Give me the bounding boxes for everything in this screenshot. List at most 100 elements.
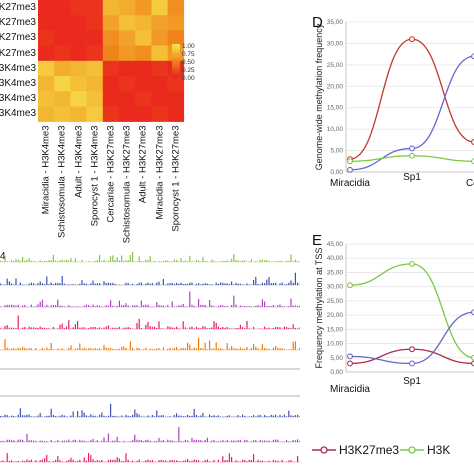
data-point xyxy=(409,360,415,367)
heatmap-cell xyxy=(167,30,185,46)
heatmap-cell xyxy=(167,76,185,92)
heatmap-cell xyxy=(70,0,87,16)
heatmap-cell xyxy=(167,15,185,31)
y-tick-label: 0,00 xyxy=(330,169,343,176)
data-point xyxy=(347,282,353,289)
heatmap-cell xyxy=(70,91,87,107)
heatmap-cell xyxy=(167,106,185,122)
heatmap-cell xyxy=(54,15,71,31)
panel-e-line-chart: 0,00 5,00 10,00 15,00 20,00 25,00 30,00 35,00 40… xyxy=(314,241,474,395)
data-point xyxy=(347,158,353,165)
y-tick-label: 25,00 xyxy=(327,62,344,69)
heatmap-cell xyxy=(38,106,55,122)
heatmap-row-label: H3K4me3 xyxy=(0,108,36,120)
heatmap-cell xyxy=(54,0,71,16)
heatmap-cell xyxy=(151,91,168,107)
track xyxy=(0,426,300,442)
heatmap-cell xyxy=(70,76,87,92)
heatmap-cell xyxy=(70,15,87,31)
heatmap-cell xyxy=(38,0,55,16)
track xyxy=(0,291,300,307)
x-tick-label: Miracidia xyxy=(330,178,370,189)
heatmap-cell xyxy=(70,106,87,122)
heatmap-cell xyxy=(70,60,87,77)
y-tick-label: 10,00 xyxy=(327,126,344,133)
y-tick-label: 35,00 xyxy=(327,269,344,276)
heatmap-cell xyxy=(102,91,120,107)
heatmap-cell xyxy=(119,0,136,16)
genome-browser-tracks xyxy=(0,252,300,463)
heatmap-cell xyxy=(86,91,104,107)
heatmap-cell xyxy=(119,76,136,92)
y-tick-label: 20,00 xyxy=(327,312,344,319)
heatmap-cell xyxy=(54,45,71,62)
heatmap-cell xyxy=(135,0,152,16)
heatmap-row-label: H3K27me3 xyxy=(0,2,36,13)
heatmap-cell xyxy=(167,91,185,107)
heatmap-cell xyxy=(70,30,87,46)
data-point xyxy=(347,353,353,360)
heatmap-cell xyxy=(54,106,71,122)
heatmap-cell xyxy=(38,15,55,31)
heatmap-cell xyxy=(38,45,55,62)
heatmap-cell xyxy=(86,60,104,77)
heatmap-cell xyxy=(54,30,71,46)
y-tick-label: 5,00 xyxy=(330,355,343,362)
y-tick-label: 15,00 xyxy=(327,326,344,333)
y-axis-title: Frequency methylation at TSS xyxy=(314,248,324,369)
data-point xyxy=(471,309,474,316)
heatmap-cell xyxy=(151,15,168,31)
x-tick-label: Miracidia xyxy=(330,384,370,395)
heatmap-cell xyxy=(102,60,120,77)
data-point xyxy=(471,158,474,165)
legend-label: H3K xyxy=(427,443,451,457)
series-line xyxy=(349,55,474,171)
heatmap-cell xyxy=(38,91,55,107)
heatmap-cell xyxy=(119,15,136,31)
heatmap-cell xyxy=(38,60,55,77)
y-axis-title: Genome-wide methylation frequency xyxy=(314,23,324,170)
heatmap-cell xyxy=(86,76,104,92)
colorbar-tick-label: 1.00 xyxy=(182,43,195,50)
y-tick-label: 40,00 xyxy=(327,255,344,262)
heatmap-row-label: H3K4me3 xyxy=(0,93,36,105)
y-tick-label: 5,00 xyxy=(330,148,343,155)
colorbar-tick-label: 0.25 xyxy=(182,67,195,74)
y-tick-label: 25,00 xyxy=(327,298,344,305)
heatmap-row-label: H3K4me3 xyxy=(0,62,36,74)
heatmap-cell xyxy=(38,30,55,46)
data-point xyxy=(471,360,474,367)
heatmap-cell xyxy=(135,91,152,107)
heatmap-cell xyxy=(102,15,120,31)
x-tick-label: Cer xyxy=(466,178,474,189)
heatmap-cell xyxy=(54,60,71,77)
y-tick-label: 10,00 xyxy=(327,341,344,348)
legend-swatch xyxy=(400,446,424,454)
heatmap-cell xyxy=(151,0,168,16)
heatmap-cell xyxy=(54,76,71,92)
series-line xyxy=(349,311,474,365)
heatmap-row-label: H3K27me3 xyxy=(0,32,36,44)
y-tick-label: 35,00 xyxy=(327,19,344,26)
colorbar xyxy=(172,44,180,78)
y-tick-label: 0,00 xyxy=(330,369,343,376)
y-tick-label: 30,00 xyxy=(327,40,344,47)
heatmap-cell xyxy=(135,106,152,122)
heatmap-cell xyxy=(38,76,55,92)
data-point xyxy=(347,166,353,173)
heatmap-cell xyxy=(167,0,185,16)
y-tick-label: 15,00 xyxy=(327,105,344,112)
track xyxy=(0,403,300,417)
heatmap-cell xyxy=(86,0,104,16)
data-point xyxy=(347,360,353,367)
x-tick-label: Sp1 xyxy=(403,376,421,387)
heatmap-cell xyxy=(86,45,104,62)
colorbar-tick-label: 0.00 xyxy=(182,75,195,82)
heatmap-cell xyxy=(102,45,120,62)
heatmap-cell xyxy=(151,106,168,122)
heatmap-cell xyxy=(54,91,71,107)
heatmap-cell xyxy=(119,60,136,77)
heatmap-cell xyxy=(119,106,136,122)
heatmap-cell xyxy=(102,106,120,122)
track xyxy=(0,337,300,350)
